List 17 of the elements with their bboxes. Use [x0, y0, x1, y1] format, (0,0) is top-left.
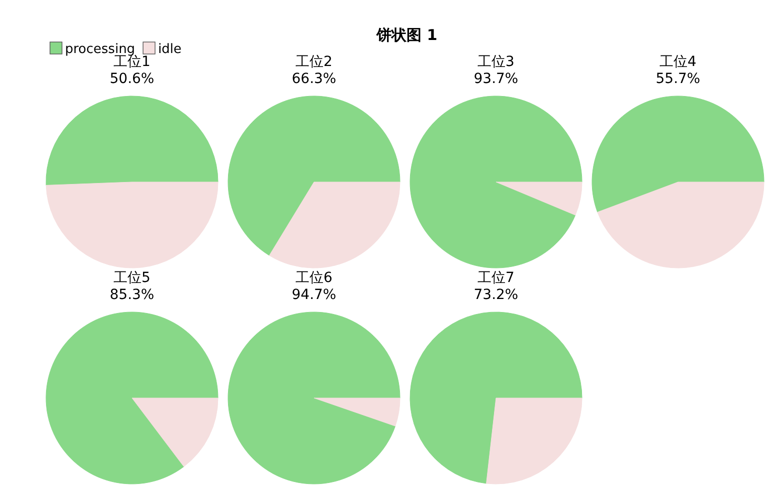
text: 85.3% [110, 287, 154, 303]
text: 73.2% [474, 287, 518, 303]
text: 55.7% [656, 71, 700, 87]
text: 饼状图 1 [376, 26, 438, 44]
chart-subtitle: 工位2 [296, 54, 332, 70]
text: 66.3% [292, 71, 336, 87]
chart-subtitle: 工位7 [478, 270, 514, 286]
legend-label: processing [65, 42, 136, 57]
chart-subtitle: 工位6 [296, 270, 333, 286]
chart-subtitle: 工位3 [478, 54, 514, 70]
text: 工位1 [114, 54, 150, 70]
chart-subtitle: 工位5 [114, 270, 150, 286]
text: 94.7% [292, 287, 336, 303]
legend-label: idle [158, 42, 182, 57]
text: 50.6% [110, 71, 154, 87]
chart-subtitle: 工位4 [660, 54, 697, 70]
text: 93.7% [474, 71, 518, 87]
